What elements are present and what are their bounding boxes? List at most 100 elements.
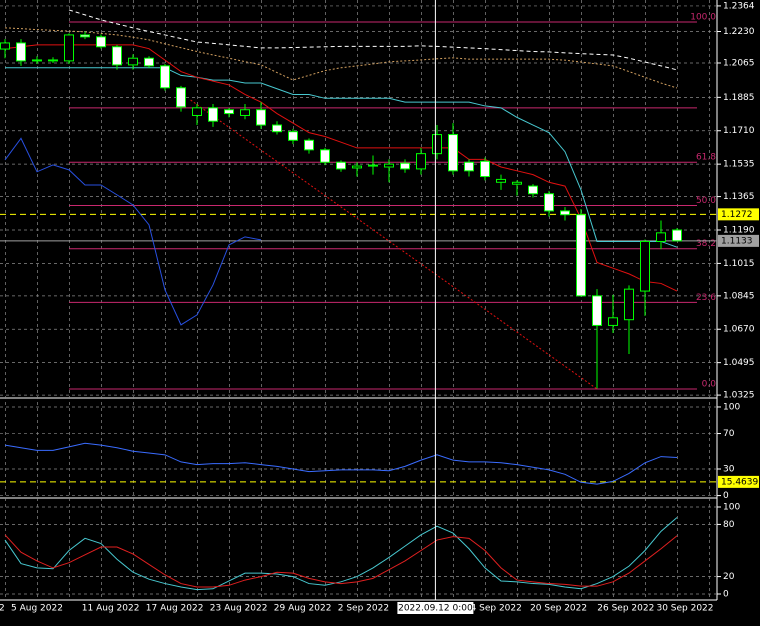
candle-body: [32, 59, 42, 62]
indicator-line: [4, 44, 678, 292]
x-tick-label: 5 Aug 2022: [11, 604, 63, 614]
y-tick-label: 0: [723, 491, 729, 501]
y-tick-label: 1.1015: [723, 259, 755, 269]
x-tick-label: 17 Aug 2022: [146, 604, 204, 614]
fib-label: 100.0: [690, 12, 716, 22]
candle-body: [208, 107, 218, 122]
candle-body: [128, 57, 138, 66]
price-label: 15.4639: [721, 477, 758, 487]
candle-body: [256, 109, 266, 126]
candle-body: [544, 193, 554, 212]
candle-body: [352, 165, 362, 169]
fib-label: 61.8: [696, 153, 716, 163]
y-tick-label: 80: [723, 520, 735, 530]
candle-body: [576, 214, 586, 297]
x-tick-label: 30 Sep 2022: [656, 604, 713, 614]
candle-body: [144, 57, 154, 67]
y-tick-label: 1.2364: [723, 1, 755, 11]
x-tick-label: 23 Aug 2022: [210, 604, 268, 614]
candle-body: [416, 153, 426, 170]
candle-body: [272, 124, 282, 133]
price-label-box: [718, 208, 759, 221]
y-tick-label: 70: [723, 429, 735, 439]
y-tick-label: 0: [723, 589, 729, 599]
candle-body: [608, 317, 618, 326]
candle-body: [96, 36, 106, 48]
candle-body: [176, 87, 186, 108]
price-label: 1.1133: [721, 236, 753, 246]
y-tick-label: 1.1710: [723, 126, 755, 136]
candle-body: [656, 232, 666, 242]
candle-body: [16, 42, 26, 62]
y-tick-label: 20: [723, 572, 735, 582]
y-tick-label: 1.0845: [723, 291, 755, 301]
y-tick-label: 1.0495: [723, 358, 755, 368]
y-tick-label: 1.0325: [723, 391, 755, 401]
candle-body: [48, 59, 58, 62]
candle-body: [400, 162, 410, 170]
candle-body: [384, 163, 394, 168]
candle-body: [528, 185, 538, 195]
candle-body: [320, 149, 330, 163]
price-label-box: [718, 475, 759, 488]
indicator-line: [4, 137, 262, 326]
candle-body: [480, 160, 490, 178]
y-tick-label: 1.2065: [723, 58, 755, 68]
x-tick-label: 2 Sep 2022: [338, 604, 389, 614]
x-tick-label: 26 Sep 2022: [597, 604, 654, 614]
crosshair-label: 2022.09.12 0:00: [398, 604, 473, 614]
x-tick-label: 4 Sep 2022: [471, 604, 522, 614]
x-tick-label: 20 Sep 2022: [530, 604, 587, 614]
candle-body: [496, 178, 506, 183]
y-tick-label: 100: [723, 503, 740, 513]
y-tick-label: 30: [723, 465, 735, 475]
candle-body: [192, 107, 202, 116]
fib-label: 0.0: [702, 379, 717, 389]
candle-body: [624, 288, 634, 321]
candle-body: [672, 229, 682, 242]
indicator-line: [4, 27, 678, 89]
y-tick-label: 1.1885: [723, 93, 755, 103]
candle-body: [368, 164, 378, 167]
fib-label: 23.6: [696, 293, 716, 303]
y-tick-label: 1.2230: [723, 27, 755, 37]
candle-body: [448, 134, 458, 172]
y-tick-label: 1.1190: [723, 225, 755, 235]
candle-body: [224, 109, 234, 115]
x-tick-label: 29 Aug 2022: [274, 604, 332, 614]
candle-body: [80, 34, 90, 38]
y-tick-label: 1.1365: [723, 192, 755, 202]
price-label: 1.1272: [721, 210, 753, 220]
candle-body: [0, 42, 10, 50]
y-tick-label: 1.1535: [723, 160, 755, 170]
indicator-line: [4, 517, 678, 591]
price-label-box: [718, 234, 759, 247]
candle-body: [512, 181, 522, 185]
candle-body: [240, 109, 250, 116]
candle-body: [432, 134, 442, 155]
candle-body: [304, 139, 314, 151]
candle-body: [112, 46, 122, 66]
candle-body: [288, 131, 298, 141]
candle-body: [640, 240, 650, 292]
indicator-line: [4, 442, 678, 485]
candle-body: [560, 210, 570, 216]
x-tick-label: 2: [0, 604, 5, 614]
y-tick-label: 1.0670: [723, 325, 755, 335]
candle-body: [464, 161, 474, 172]
candle-body: [336, 161, 346, 170]
fib-label: 50.0: [696, 196, 716, 206]
candle-body: [64, 34, 74, 62]
x-tick-label: 11 Aug 2022: [82, 604, 140, 614]
candle-body: [160, 65, 170, 89]
crosshair-label-box: [397, 602, 474, 614]
trendline: [190, 99, 598, 390]
indicator-line: [4, 534, 678, 588]
candle-body: [592, 295, 602, 326]
fib-label: 38.2: [696, 239, 716, 249]
y-tick-label: 100: [723, 402, 740, 412]
indicator-line: [68, 9, 678, 71]
